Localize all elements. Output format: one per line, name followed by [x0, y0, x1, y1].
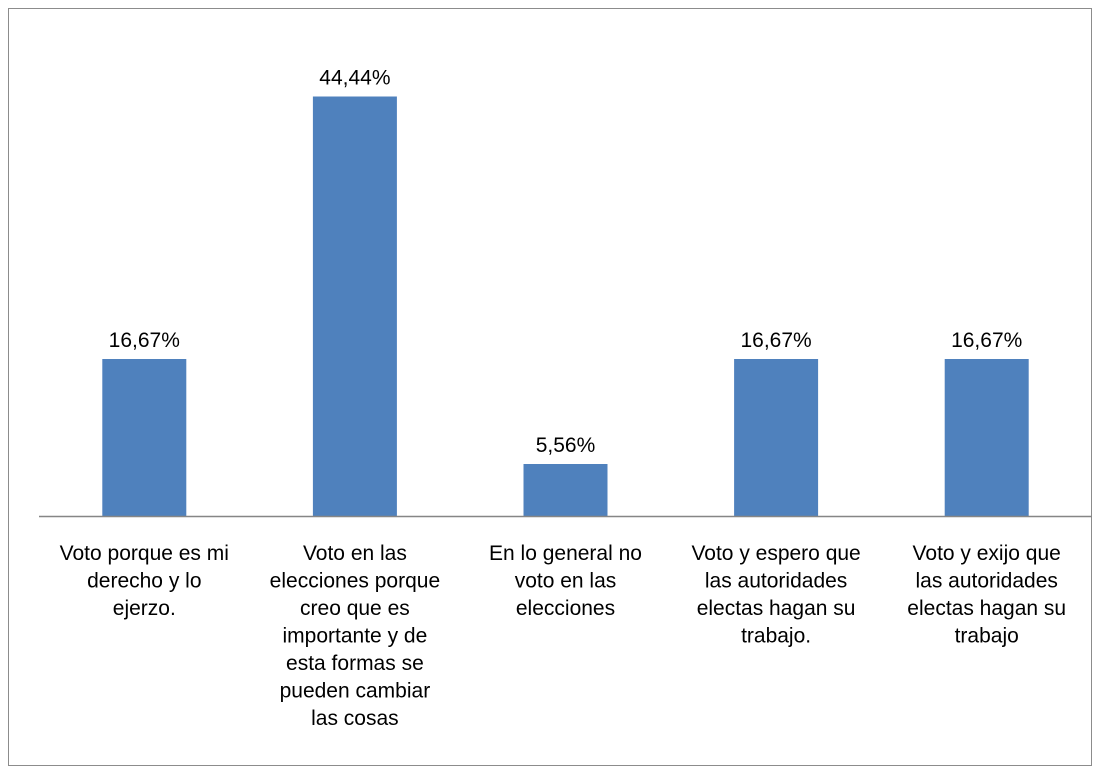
category-label-line: En lo general no [489, 542, 642, 565]
data-label-4: 16,67% [740, 329, 811, 352]
category-label-4: Voto y espero que las autoridades electas … [691, 542, 860, 648]
category-label-line: creo que es [300, 597, 410, 620]
bar-2 [312, 96, 397, 517]
bar-5 [944, 359, 1029, 517]
category-label-line: trabajo [955, 625, 1019, 648]
category-label-line: elecciones porque [270, 570, 440, 593]
data-label-2: 44,44% [319, 67, 390, 90]
data-label-1: 16,67% [109, 329, 180, 352]
data-label-5: 16,67% [951, 329, 1022, 352]
category-label-2: Voto en las elecciones porque creo que es i… [270, 542, 440, 730]
category-label-line: las cosas [311, 707, 399, 730]
bar-4 [734, 359, 819, 517]
category-label-line: trabajo. [741, 625, 811, 648]
bars-layer [102, 96, 1029, 517]
category-labels-layer: Voto porque es mi derecho y lo ejerzo.Voto… [60, 542, 1066, 730]
category-label-line: las autoridades [915, 570, 1057, 593]
category-label-line: Voto en las [303, 542, 407, 565]
bar-1 [102, 359, 187, 517]
category-label-line: derecho y lo [87, 570, 201, 593]
data-label-3: 5,56% [536, 434, 596, 457]
bar-3 [523, 464, 608, 517]
category-label-line: ejerzo. [113, 597, 176, 620]
category-label-line: las autoridades [705, 570, 847, 593]
category-label-line: Voto y exijo que [913, 542, 1061, 565]
category-label-5: Voto y exijo que las autoridades electas h… [907, 542, 1066, 648]
category-label-1: Voto porque es mi derecho y lo ejerzo. [60, 542, 229, 620]
category-label-line: elecciones [516, 597, 615, 620]
category-label-line: voto en las [515, 570, 617, 593]
category-label-line: electas hagan su [907, 597, 1066, 620]
category-label-line: Voto porque es mi [60, 542, 229, 565]
category-label-line: electas hagan su [697, 597, 856, 620]
category-label-line: pueden cambiar [280, 680, 431, 703]
data-labels-layer: 16,67% 44,44% 5,56% 16,67% 16,67% [109, 67, 1023, 458]
category-label-line: esta formas se [286, 652, 424, 675]
category-label-line: Voto y espero que [691, 542, 860, 565]
chart-frame [8, 8, 1092, 766]
category-label-line: importante y de [283, 625, 428, 648]
category-label-3: En lo general no voto en las elecciones [489, 542, 642, 620]
